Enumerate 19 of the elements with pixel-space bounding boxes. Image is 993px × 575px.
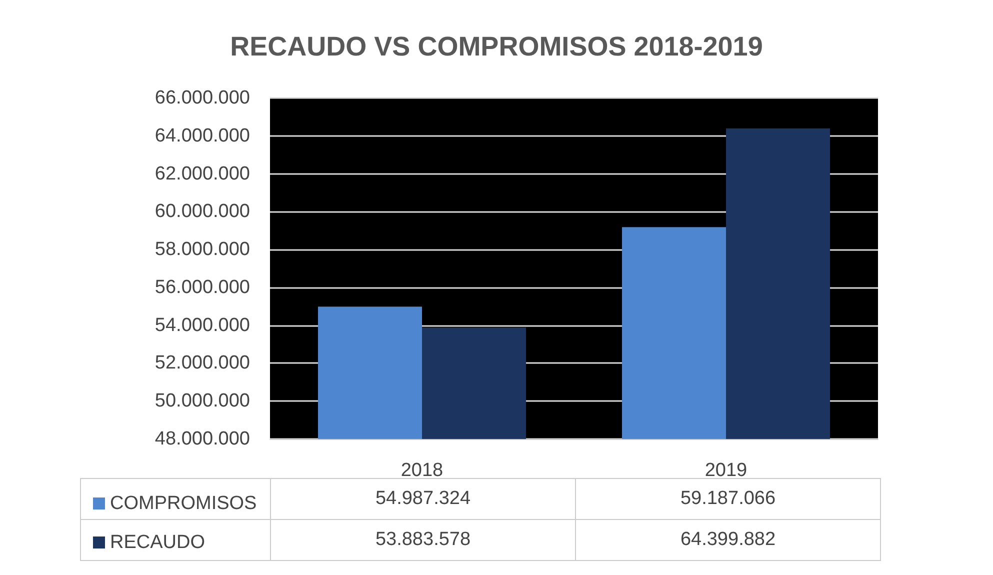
y-tick-label: 66.000.000	[154, 88, 250, 108]
data-label: 64.399.882	[576, 520, 880, 560]
y-tick-label: 54.000.000	[154, 314, 250, 336]
y-tick-label: 60.000.000	[154, 201, 250, 222]
y-tick-label: 48.000.000	[154, 428, 250, 450]
x-tick-label: 2018	[400, 460, 444, 481]
data-label: 59.187.066	[680, 488, 776, 509]
data-label: 54.987.324	[375, 488, 471, 509]
y-tick-label: 64.000.000	[154, 125, 250, 146]
y-tick-label: 50.000.000	[154, 390, 250, 412]
y-tick-label: 62.000.000	[154, 163, 250, 184]
legend-label: COMPROMISOS	[110, 493, 257, 514]
chart-title: RECAUDO VS COMPROMISOS 2018-2019	[230, 32, 763, 62]
y-tick-label: 58.000.000	[154, 239, 250, 260]
legend-label: RECAUDO	[110, 532, 206, 553]
y-tick-label: 52.000.000	[154, 352, 250, 374]
y-tick-label: 56.000.000	[154, 276, 250, 298]
x-tick-label: 2019	[704, 460, 748, 481]
data-label: 53.883.578	[270, 520, 576, 560]
